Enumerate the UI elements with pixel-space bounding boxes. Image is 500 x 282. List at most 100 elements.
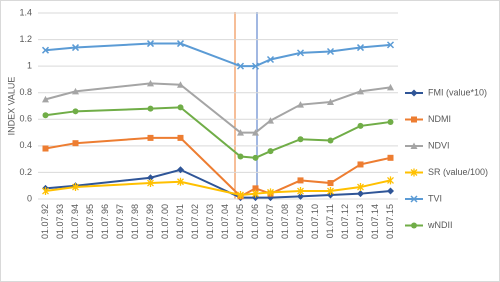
x-tick-label: 01.07.96 [100, 204, 110, 239]
marker [72, 87, 79, 95]
x-tick-label: 01.07.15 [385, 204, 395, 239]
x-tick-label: 01.07.01 [175, 204, 185, 239]
marker [42, 95, 49, 103]
y-tick-label: 0.4 [19, 140, 32, 150]
marker [236, 62, 245, 70]
marker [327, 98, 334, 106]
x-tick-label: 01.07.02 [190, 204, 200, 239]
marker [252, 185, 259, 192]
marker [252, 154, 259, 161]
marker [237, 153, 244, 160]
marker [252, 189, 259, 198]
marker [147, 79, 154, 87]
x-tick-label: 01.07.03 [205, 204, 215, 239]
x-tick-label: 01.07.97 [115, 204, 125, 239]
marker [42, 145, 49, 152]
marker [387, 154, 394, 161]
marker [72, 108, 79, 115]
marker [387, 118, 394, 125]
marker [177, 177, 184, 186]
marker [71, 44, 80, 52]
legend-marker [411, 116, 417, 123]
x-tick-label: 01.07.04 [220, 204, 230, 239]
y-tick-label: 1 [27, 61, 32, 71]
marker [297, 187, 304, 196]
marker [267, 117, 274, 124]
x-tick-label: 01.07.05 [235, 204, 245, 239]
x-tick-label: 01.07.92 [40, 204, 50, 239]
marker [177, 134, 184, 141]
legend-label: TVI [428, 193, 442, 203]
x-tick-label: 01.07.14 [370, 204, 380, 239]
marker [356, 44, 365, 52]
legend-marker [410, 142, 418, 149]
x-tick-label: 01.07.10 [310, 204, 320, 239]
marker [266, 55, 275, 64]
marker [72, 183, 79, 192]
marker [252, 129, 259, 136]
y-tick-label: 1.4 [19, 7, 32, 17]
marker [297, 192, 304, 200]
marker [386, 41, 395, 49]
marker [237, 129, 244, 136]
marker [357, 161, 364, 168]
marker [267, 148, 274, 155]
marker [387, 187, 394, 195]
marker [297, 136, 304, 143]
marker [177, 81, 184, 88]
y-tick-label: 0.6 [19, 114, 32, 124]
marker [357, 190, 364, 198]
y-tick-label: 0.2 [19, 167, 32, 177]
legend-marker [411, 222, 417, 229]
marker [147, 105, 154, 112]
x-tick-label: 01.07.06 [250, 204, 260, 239]
marker [327, 137, 334, 144]
marker [297, 101, 304, 108]
marker [296, 49, 305, 57]
x-tick-label: 01.07.13 [355, 204, 365, 239]
legend-marker [410, 168, 418, 177]
legend-marker [410, 195, 418, 203]
marker [146, 40, 155, 48]
x-tick-label: 01.07.93 [55, 204, 65, 239]
marker [267, 188, 274, 197]
marker [237, 191, 244, 200]
marker [327, 180, 334, 187]
marker [147, 179, 154, 188]
marker [147, 134, 154, 141]
marker [177, 166, 184, 174]
legend-label: SR (value/100) [428, 167, 488, 177]
y-tick-label: 0.8 [19, 87, 32, 97]
marker [251, 62, 260, 70]
marker [42, 112, 49, 119]
y-axis-label: INDEX VALUE [6, 77, 16, 136]
x-tick-label: 01.07.98 [130, 204, 140, 239]
marker [177, 104, 184, 111]
marker [357, 87, 364, 95]
legend-label: FMI (value*10) [428, 87, 487, 97]
marker [41, 46, 50, 54]
marker [327, 187, 334, 196]
x-tick-label: 01.07.12 [340, 204, 350, 239]
x-tick-label: 01.07.08 [280, 204, 290, 239]
marker [357, 183, 364, 192]
marker [176, 40, 185, 48]
legend-label: NDVI [428, 140, 450, 150]
legend-label: NDMI [428, 114, 451, 124]
x-tick-label: 01.07.00 [160, 204, 170, 239]
x-tick-label: 01.07.07 [265, 204, 275, 239]
x-tick-label: 01.07.09 [295, 204, 305, 239]
y-tick-label: 0 [27, 193, 32, 203]
x-tick-label: 01.07.99 [145, 204, 155, 239]
legend-marker [410, 89, 418, 97]
x-tick-label: 01.07.11 [325, 204, 335, 238]
marker [326, 47, 335, 56]
x-tick-label: 01.07.95 [85, 204, 95, 239]
legend-label: wNDII [427, 220, 453, 230]
x-tick-label: 01.07.94 [70, 204, 80, 239]
marker [42, 187, 49, 196]
marker [387, 83, 394, 91]
marker [387, 176, 394, 185]
marker [147, 174, 154, 182]
